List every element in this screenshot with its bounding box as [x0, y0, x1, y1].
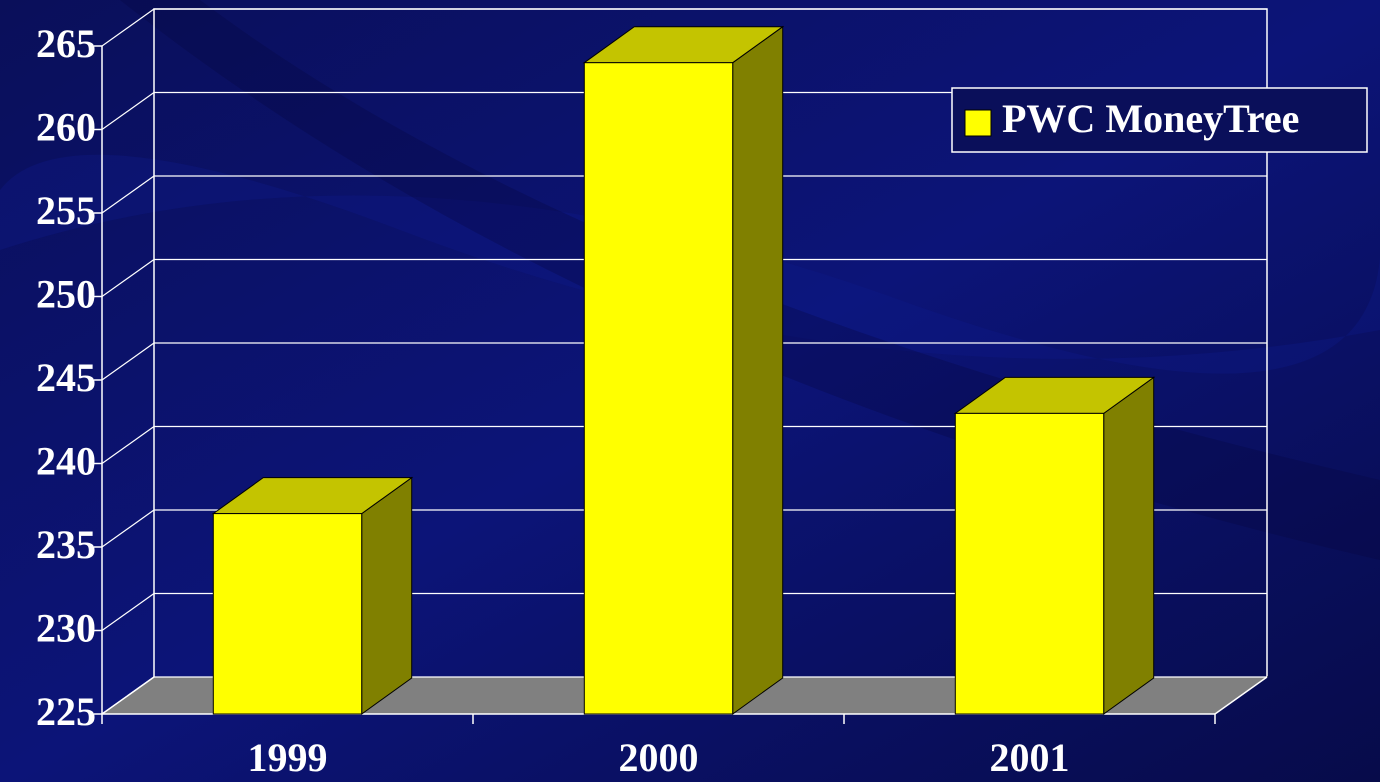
- bar-face: [954, 412, 1105, 715]
- bar-face: [583, 62, 734, 715]
- y-tick-label: 260: [36, 105, 96, 150]
- bar: [953, 376, 1156, 715]
- grid-line: [101, 592, 1267, 631]
- bar-face: [212, 513, 363, 715]
- floor-edge: [101, 676, 155, 715]
- y-tick-label: 265: [36, 21, 96, 66]
- y-tick-label: 250: [36, 272, 96, 317]
- grid-line: [101, 342, 1267, 381]
- bar-face: [732, 25, 784, 715]
- y-tick-label: 235: [36, 522, 96, 567]
- y-tick-label: 225: [36, 689, 96, 734]
- legend-box: [951, 87, 1368, 153]
- grid-line: [101, 258, 1267, 297]
- y-tick-label: 230: [36, 606, 96, 651]
- grid-line: [101, 8, 1267, 47]
- y-tick-label: 255: [36, 188, 96, 233]
- grid-line: [101, 425, 1267, 464]
- grid-line: [101, 91, 1267, 130]
- x-tick-label: 1999: [248, 735, 328, 780]
- grid-line: [101, 509, 1267, 548]
- floor-edge: [1214, 676, 1268, 715]
- y-tick-label: 245: [36, 355, 96, 400]
- legend-swatch: [964, 109, 992, 137]
- bar-face: [1103, 376, 1155, 715]
- x-tick-label: 2000: [619, 735, 699, 780]
- y-tick-label: 240: [36, 439, 96, 484]
- bar: [211, 476, 414, 715]
- x-tick-label: 2001: [990, 735, 1070, 780]
- bar: [582, 25, 785, 715]
- legend-label: PWC MoneyTree: [1002, 96, 1299, 141]
- grid-line: [101, 175, 1267, 214]
- bar-face: [361, 476, 413, 715]
